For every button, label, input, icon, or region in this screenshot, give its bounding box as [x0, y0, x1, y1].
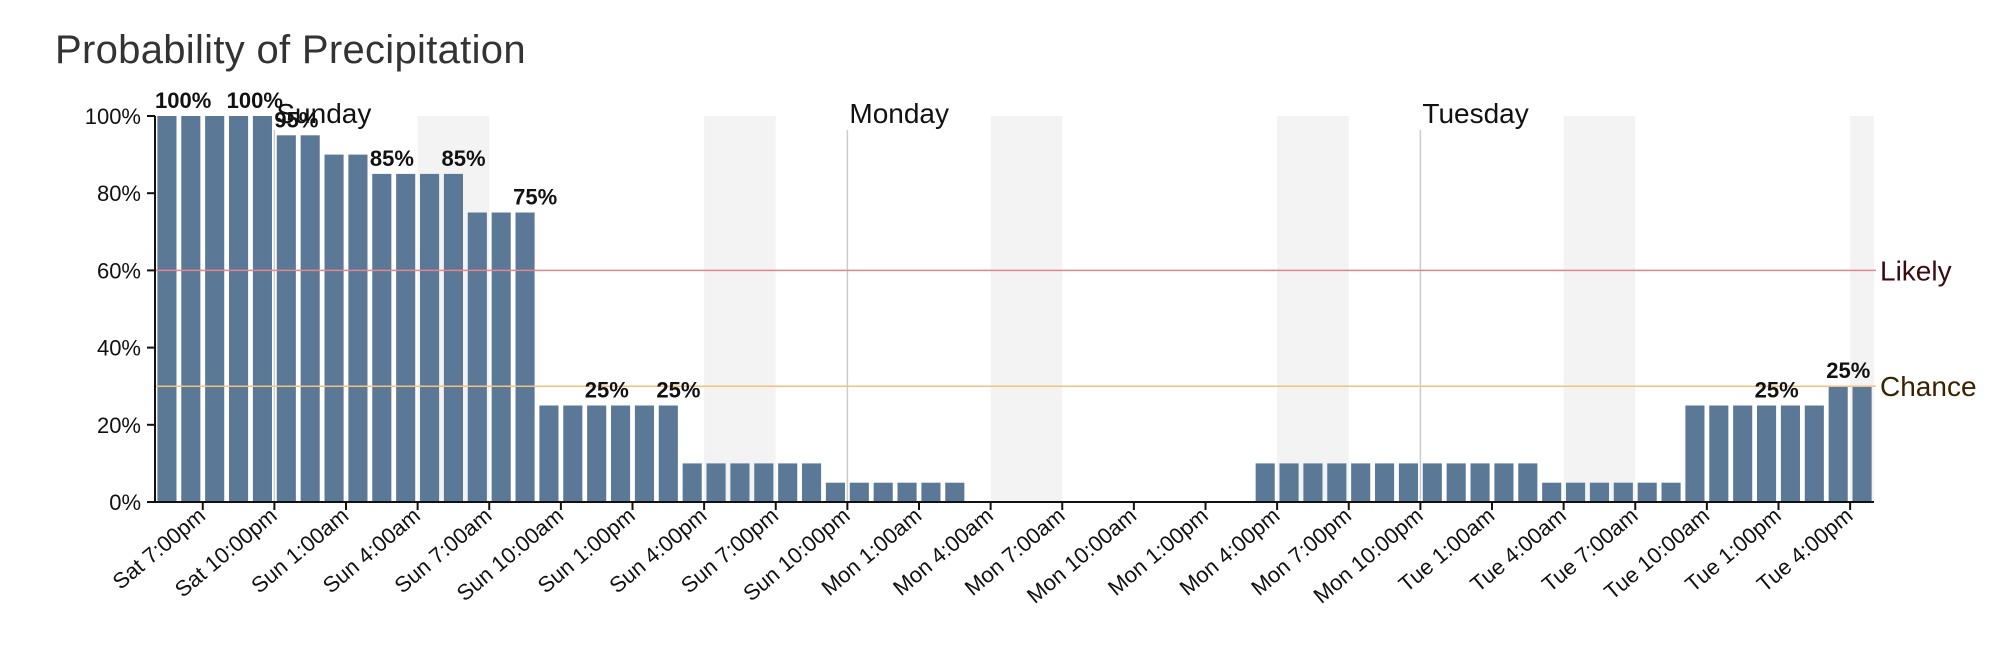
bar — [1351, 463, 1371, 502]
bar — [491, 212, 511, 502]
bar — [897, 482, 917, 502]
bar — [1518, 463, 1538, 502]
bar — [611, 405, 631, 502]
bar — [1279, 463, 1299, 502]
bar — [443, 173, 463, 502]
bar — [372, 173, 392, 502]
bar-data-label: 85% — [370, 146, 414, 171]
bar-data-label: 100% — [155, 88, 211, 113]
bar-data-label: 85% — [442, 146, 486, 171]
bar — [324, 154, 344, 502]
y-tick-label: 80% — [97, 181, 141, 206]
y-tick-label: 60% — [97, 258, 141, 283]
bar — [634, 405, 654, 502]
bar — [157, 116, 177, 502]
chart-title: Probability of Precipitation — [55, 28, 526, 72]
day-label: Tuesday — [1422, 98, 1528, 129]
bar — [1566, 482, 1586, 502]
night-shade-band — [704, 116, 776, 502]
bar — [229, 116, 249, 502]
bar — [1780, 405, 1800, 502]
bar — [300, 135, 320, 503]
bar — [396, 173, 416, 502]
y-tick-label: 40% — [97, 336, 141, 361]
day-markers: Sunday Monday Tuesday — [273, 98, 1529, 502]
bar — [945, 482, 965, 502]
bar-data-label: 25% — [1826, 358, 1870, 383]
bar-data-label: 100% — [227, 88, 283, 113]
bar — [467, 212, 487, 502]
bar — [825, 482, 845, 502]
night-shading — [417, 116, 1874, 502]
bar — [539, 405, 559, 502]
bar — [276, 135, 296, 503]
bar — [778, 463, 798, 502]
bar — [563, 405, 583, 502]
day-label: Monday — [849, 98, 949, 129]
bar — [873, 482, 893, 502]
bar-data-label: 25% — [585, 378, 629, 403]
bar-data-label: 25% — [1755, 378, 1799, 403]
bar — [1255, 463, 1275, 502]
bar — [1757, 405, 1777, 502]
bar — [754, 463, 774, 502]
bar — [348, 154, 368, 502]
bar — [1661, 482, 1681, 502]
bar — [849, 482, 869, 502]
bar — [1733, 405, 1753, 502]
bar — [802, 463, 822, 502]
bar — [1637, 482, 1657, 502]
bar — [1398, 463, 1418, 502]
y-tick-label: 0% — [109, 490, 141, 515]
y-tick-label: 100% — [85, 104, 141, 129]
day-label: Sunday — [276, 98, 371, 129]
bar — [1852, 386, 1872, 502]
night-shade-band — [1563, 116, 1636, 502]
bars — [157, 116, 1872, 503]
bar-data-label: 25% — [656, 378, 700, 403]
bar — [1327, 463, 1347, 502]
bar — [730, 463, 750, 502]
bar — [921, 482, 941, 502]
bar — [181, 116, 201, 502]
bar — [1685, 405, 1705, 502]
bar-data-label: 95% — [274, 107, 318, 132]
night-shade-band — [990, 116, 1063, 502]
bar — [587, 405, 607, 502]
bar — [252, 116, 272, 502]
bar — [1422, 463, 1442, 502]
bar — [1828, 386, 1848, 502]
bar — [1589, 482, 1609, 502]
bar — [658, 405, 678, 502]
bar — [682, 463, 702, 502]
bar — [1375, 463, 1395, 502]
night-shade-band — [1277, 116, 1349, 502]
threshold-label: Chance — [1880, 371, 1977, 402]
bar — [1613, 482, 1633, 502]
bar — [1709, 405, 1729, 502]
threshold-label: Likely — [1880, 255, 1952, 286]
bar — [205, 116, 225, 502]
bar — [515, 212, 535, 502]
bar — [1494, 463, 1514, 502]
y-tick-label: 20% — [97, 413, 141, 438]
bar — [420, 173, 440, 502]
bar — [1804, 405, 1824, 502]
bar-data-labels: 100% 100%95%85% 85%75%25% 25% 25%25% — [155, 88, 1870, 403]
bar — [1470, 463, 1490, 502]
bar — [1303, 463, 1323, 502]
threshold-lines: Likely Chance — [155, 255, 1977, 402]
bar — [1542, 482, 1562, 502]
bar — [1446, 463, 1466, 502]
bar-data-label: 75% — [513, 185, 557, 210]
bar — [706, 463, 726, 502]
